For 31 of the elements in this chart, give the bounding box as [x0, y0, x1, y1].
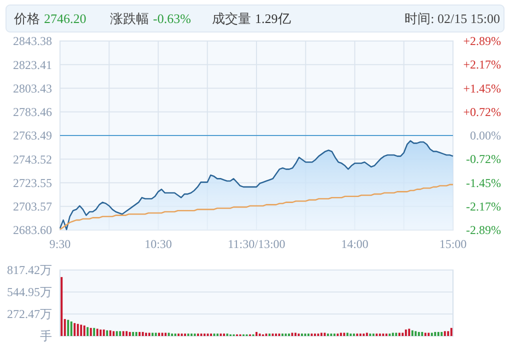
y2-tick-label: -0.72%	[466, 152, 501, 166]
text: 价格 2746.20	[13, 11, 86, 26]
text: 时间: 02/15 15:00	[404, 11, 500, 26]
y-tick-label: 817.42万	[7, 263, 52, 278]
x-tick-label: 9:30	[49, 237, 71, 251]
y2-tick-label: 0.00%	[470, 128, 501, 143]
x-tick-label: 14:00	[341, 237, 368, 251]
x-tick-label: 11:30/13:00	[228, 237, 286, 251]
y-tick-label: 272.47万	[7, 307, 52, 322]
y-tick-label: 2743.52	[13, 152, 52, 166]
text: 成交量 1.29亿	[212, 11, 291, 26]
y-tick-label: 手	[40, 329, 52, 344]
y2-tick-label: -2.17%	[466, 200, 501, 214]
y-tick-label: 544.95万	[7, 285, 52, 300]
y-tick-label: 2723.55	[13, 176, 52, 190]
y2-tick-label: +0.72%	[463, 105, 501, 120]
y-tick-label: 2843.38	[13, 34, 52, 48]
y2-tick-label: +2.17%	[463, 58, 501, 72]
y-tick-label: 2683.60	[13, 223, 52, 238]
text: 涨跌幅 -0.63%	[110, 11, 192, 26]
x-tick-label: 15:00	[439, 237, 467, 251]
y-tick-label: 2803.43	[13, 81, 52, 96]
y2-tick-label: +1.45%	[463, 81, 501, 96]
y2-tick-label: +2.89%	[463, 34, 501, 48]
y-tick-label: 2783.46	[13, 105, 52, 120]
y2-tick-label: -1.45%	[466, 176, 501, 190]
y-tick-label: 2703.57	[13, 200, 52, 214]
y-tick-label: 2823.41	[13, 58, 52, 72]
y-tick-label: 2763.49	[13, 128, 52, 143]
y2-tick-label: -2.89%	[466, 223, 501, 238]
x-tick-label: 10:30	[144, 237, 172, 251]
